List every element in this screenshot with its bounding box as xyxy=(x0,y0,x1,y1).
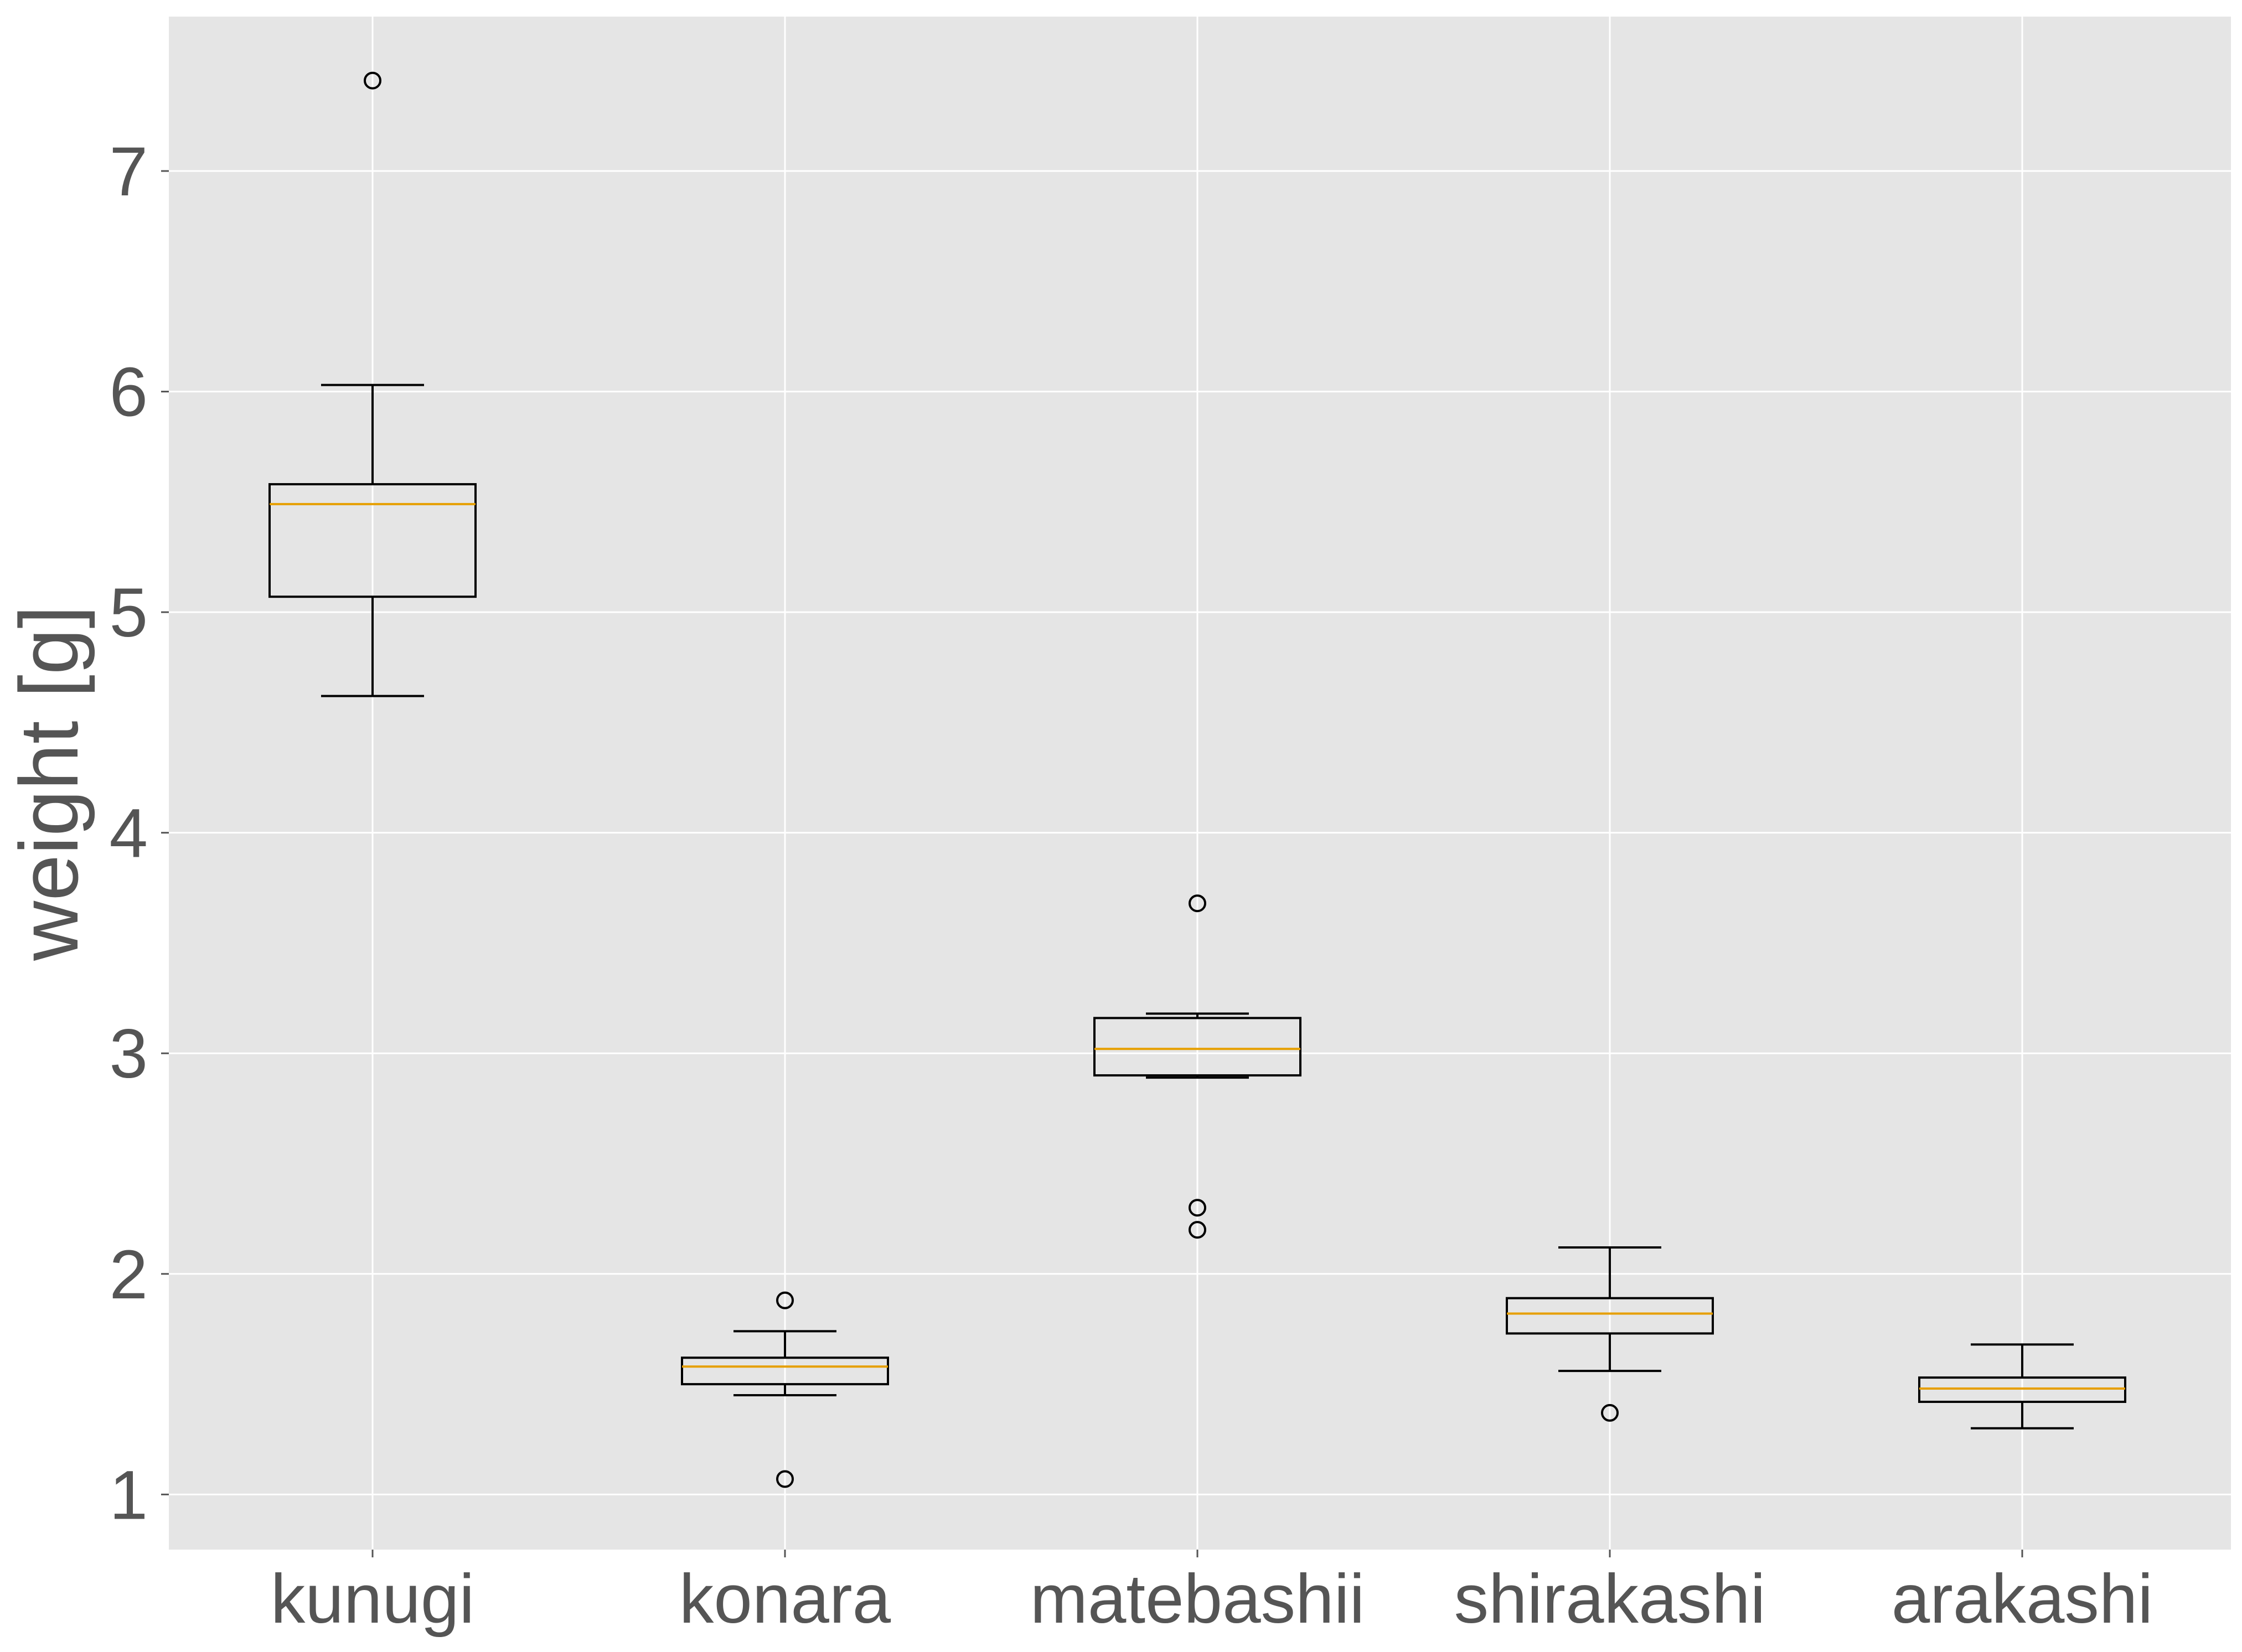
outlier-point xyxy=(1189,1199,1206,1217)
boxes xyxy=(268,71,2126,1488)
y-axis: 1 2 3 4 5 6 7 xyxy=(109,133,169,1534)
x-tick-label-matebashii: matebashii xyxy=(1030,1561,1365,1638)
y-tick-label: 2 xyxy=(109,1236,148,1313)
box-iqr xyxy=(268,483,477,598)
plot-area xyxy=(169,17,2231,1550)
outlier-point xyxy=(1601,1404,1619,1422)
y-tick-label: 4 xyxy=(109,795,148,872)
box-iqr xyxy=(1506,1297,1714,1335)
box-iqr xyxy=(1093,1017,1301,1077)
y-tick-label: 3 xyxy=(109,1016,148,1092)
box-matebashii xyxy=(1093,894,1301,1239)
box-arakashi xyxy=(1918,1343,2126,1430)
x-axis: kunugi konara matebashii shirakashi arakashi xyxy=(271,1550,2153,1638)
outlier-point xyxy=(1189,894,1206,913)
y-axis-label: weight [g] xyxy=(2,605,95,961)
box-kunugi xyxy=(268,71,477,697)
outlier-point xyxy=(776,1291,794,1309)
outlier-point xyxy=(1189,1221,1206,1239)
outlier-point xyxy=(776,1470,794,1488)
box-iqr xyxy=(681,1356,889,1386)
outlier-point xyxy=(364,71,381,90)
y-tick-label: 7 xyxy=(109,133,148,210)
x-tick-label-kunugi: kunugi xyxy=(271,1561,474,1638)
grid-lines xyxy=(169,17,2231,1550)
x-tick-label-shirakashi: shirakashi xyxy=(1454,1561,1766,1638)
box-shirakashi xyxy=(1506,1246,1714,1422)
x-tick-label-arakashi: arakashi xyxy=(1892,1561,2153,1638)
box-konara xyxy=(681,1291,889,1488)
y-tick-label: 1 xyxy=(109,1457,148,1534)
y-tick-label: 5 xyxy=(109,574,148,651)
y-tick-label: 6 xyxy=(109,354,148,431)
x-tick-label-konara: konara xyxy=(679,1561,891,1638)
